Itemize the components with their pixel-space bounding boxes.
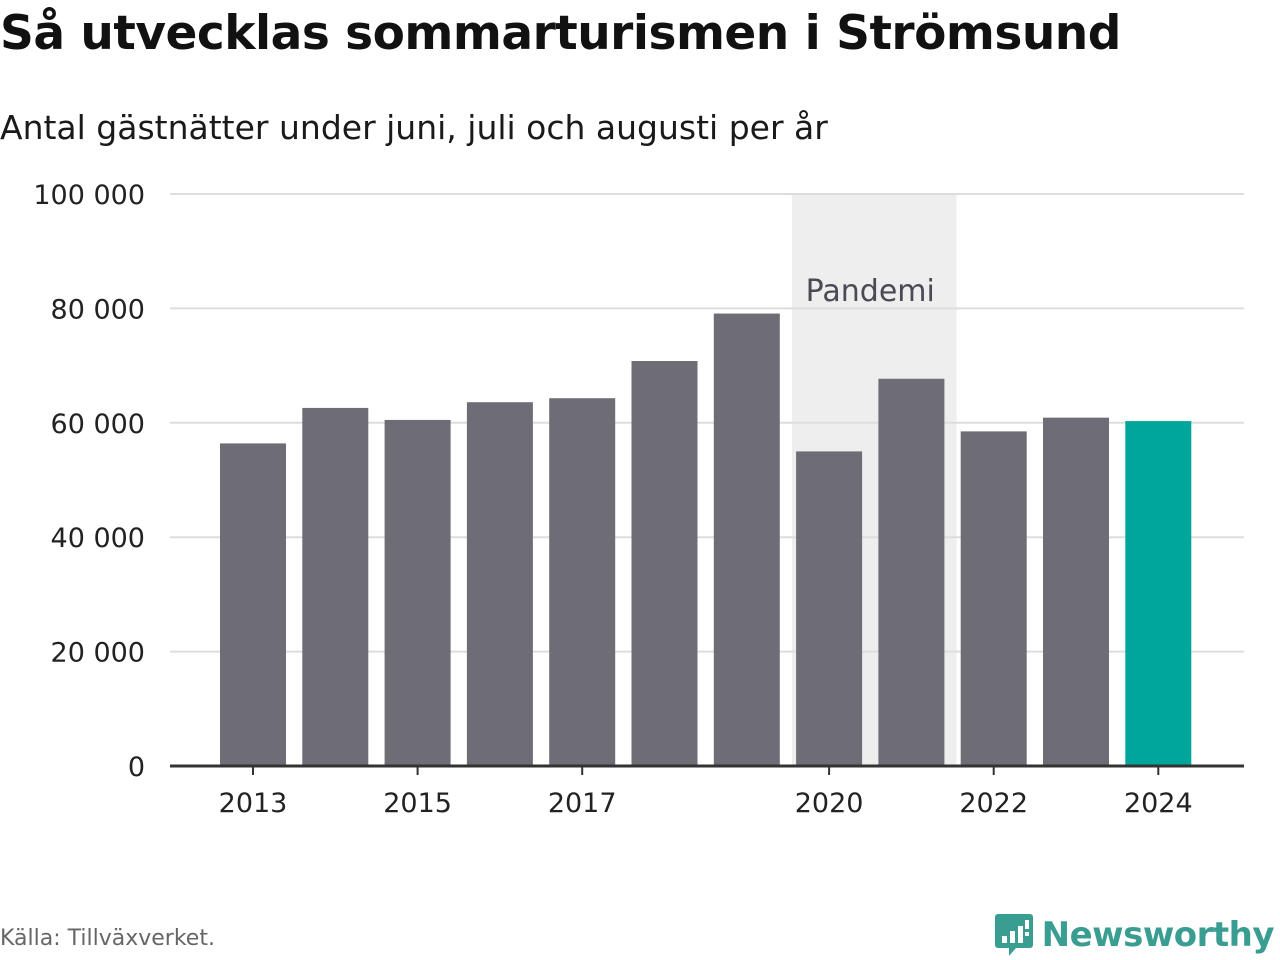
annotation-label: Pandemi <box>806 274 935 309</box>
x-tick-label: 2015 <box>383 788 452 819</box>
y-tick-label: 80 000 <box>51 294 145 325</box>
x-tick-label: 2022 <box>959 788 1028 819</box>
y-tick-label: 100 000 <box>33 180 145 211</box>
bar-2015 <box>384 419 451 766</box>
y-tick-label: 0 <box>128 752 145 783</box>
y-tick-label: 60 000 <box>51 409 145 440</box>
bar-2017 <box>549 398 616 766</box>
source-note: Källa: Tillväxverket. <box>0 926 215 951</box>
y-tick-label: 20 000 <box>51 638 145 669</box>
bar-2021 <box>878 378 945 766</box>
x-tick-label: 2013 <box>219 788 288 819</box>
x-tick-label: 2024 <box>1124 788 1193 819</box>
bar-2019 <box>713 313 780 766</box>
chart-title: Så utvecklas sommarturismen i Strömsund <box>0 6 1121 61</box>
brand-name: Newsworthy <box>1041 915 1275 955</box>
bar-2024 <box>1125 421 1192 766</box>
bar-2014 <box>302 407 369 766</box>
bar-2013 <box>220 443 286 766</box>
x-tick-label: 2017 <box>548 788 617 819</box>
x-tick-label: 2020 <box>795 788 864 819</box>
bar-2018 <box>631 361 698 766</box>
newsworthy-logo: Newsworthy <box>994 912 1275 958</box>
bar-2020 <box>796 451 863 766</box>
y-tick-label: 40 000 <box>51 523 145 554</box>
bar-2023 <box>1043 417 1109 766</box>
bar-chart-speech-bubble-icon <box>994 914 1033 956</box>
bar-2022 <box>960 431 1027 766</box>
chart-subtitle: Antal gästnätter under juni, juli och au… <box>0 108 828 147</box>
bar-2016 <box>466 402 533 766</box>
